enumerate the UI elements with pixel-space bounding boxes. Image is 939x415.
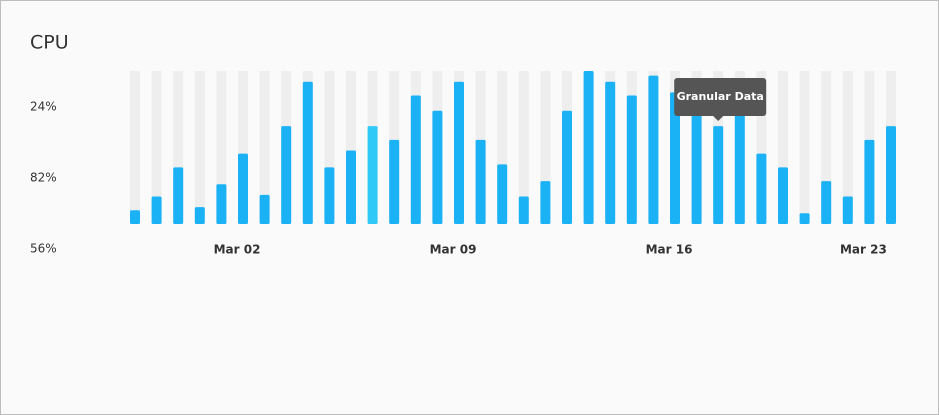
bar-track: [346, 71, 356, 224]
tooltip-arrow: [713, 116, 724, 121]
bar: [432, 110, 443, 224]
x-tick-label: Mar 09: [430, 243, 477, 257]
bar: [173, 167, 184, 224]
bar: [821, 181, 832, 224]
bar-track: [842, 71, 853, 224]
bar-track: [799, 71, 810, 224]
bar: [886, 126, 896, 224]
bar: [626, 95, 637, 224]
x-tick-label: Mar 23: [840, 243, 887, 257]
bar-track: [216, 71, 227, 224]
bar: [518, 196, 529, 224]
bar: [670, 92, 680, 224]
tooltip: Granular Data: [674, 78, 767, 121]
bar-track: [151, 71, 162, 224]
y-axis-label: 56%: [30, 242, 57, 256]
chart-title: CPU: [30, 32, 69, 54]
bar-track: [130, 71, 140, 224]
tooltip-text: Granular Data: [677, 90, 764, 103]
bar: [367, 126, 378, 224]
bar-track: [324, 71, 335, 224]
bar: [691, 100, 702, 224]
tooltip-box: [674, 78, 767, 116]
bar: [864, 139, 875, 224]
bar: [389, 139, 400, 224]
bar: [151, 196, 162, 224]
bar: [302, 81, 313, 225]
bar: [842, 196, 853, 224]
bar: [713, 126, 724, 224]
bar: [562, 110, 572, 224]
bar: [605, 81, 616, 225]
bar-track: [756, 71, 767, 224]
bar: [756, 153, 767, 224]
bar: [346, 150, 356, 224]
bar: [324, 167, 335, 224]
bar: [259, 194, 270, 224]
bar-track: [821, 71, 832, 224]
bar: [194, 207, 205, 224]
bar: [648, 75, 659, 224]
bar: [410, 95, 421, 224]
bar-track: [259, 71, 270, 224]
y-axis-label: 82%: [30, 171, 57, 185]
bar: [281, 126, 292, 224]
bar: [540, 181, 551, 224]
bar: [475, 139, 486, 224]
bar: [238, 153, 248, 224]
bar: [130, 210, 140, 224]
bar: [216, 184, 227, 224]
x-tick-label: Mar 16: [646, 243, 693, 257]
bar: [734, 100, 745, 224]
bar-track: [778, 71, 788, 224]
bar: [583, 71, 594, 224]
x-tick-label: Mar 02: [214, 243, 261, 257]
bar-track: [238, 71, 248, 224]
bar: [778, 167, 788, 224]
bar-track: [194, 71, 205, 224]
bar-track: [173, 71, 184, 224]
bar: [799, 213, 810, 224]
bar: [497, 164, 508, 224]
bar-track: [497, 71, 508, 224]
y-axis-label: 24%: [30, 100, 57, 114]
bar: [454, 81, 464, 225]
bar-track: [540, 71, 551, 224]
bar-track: [518, 71, 529, 224]
